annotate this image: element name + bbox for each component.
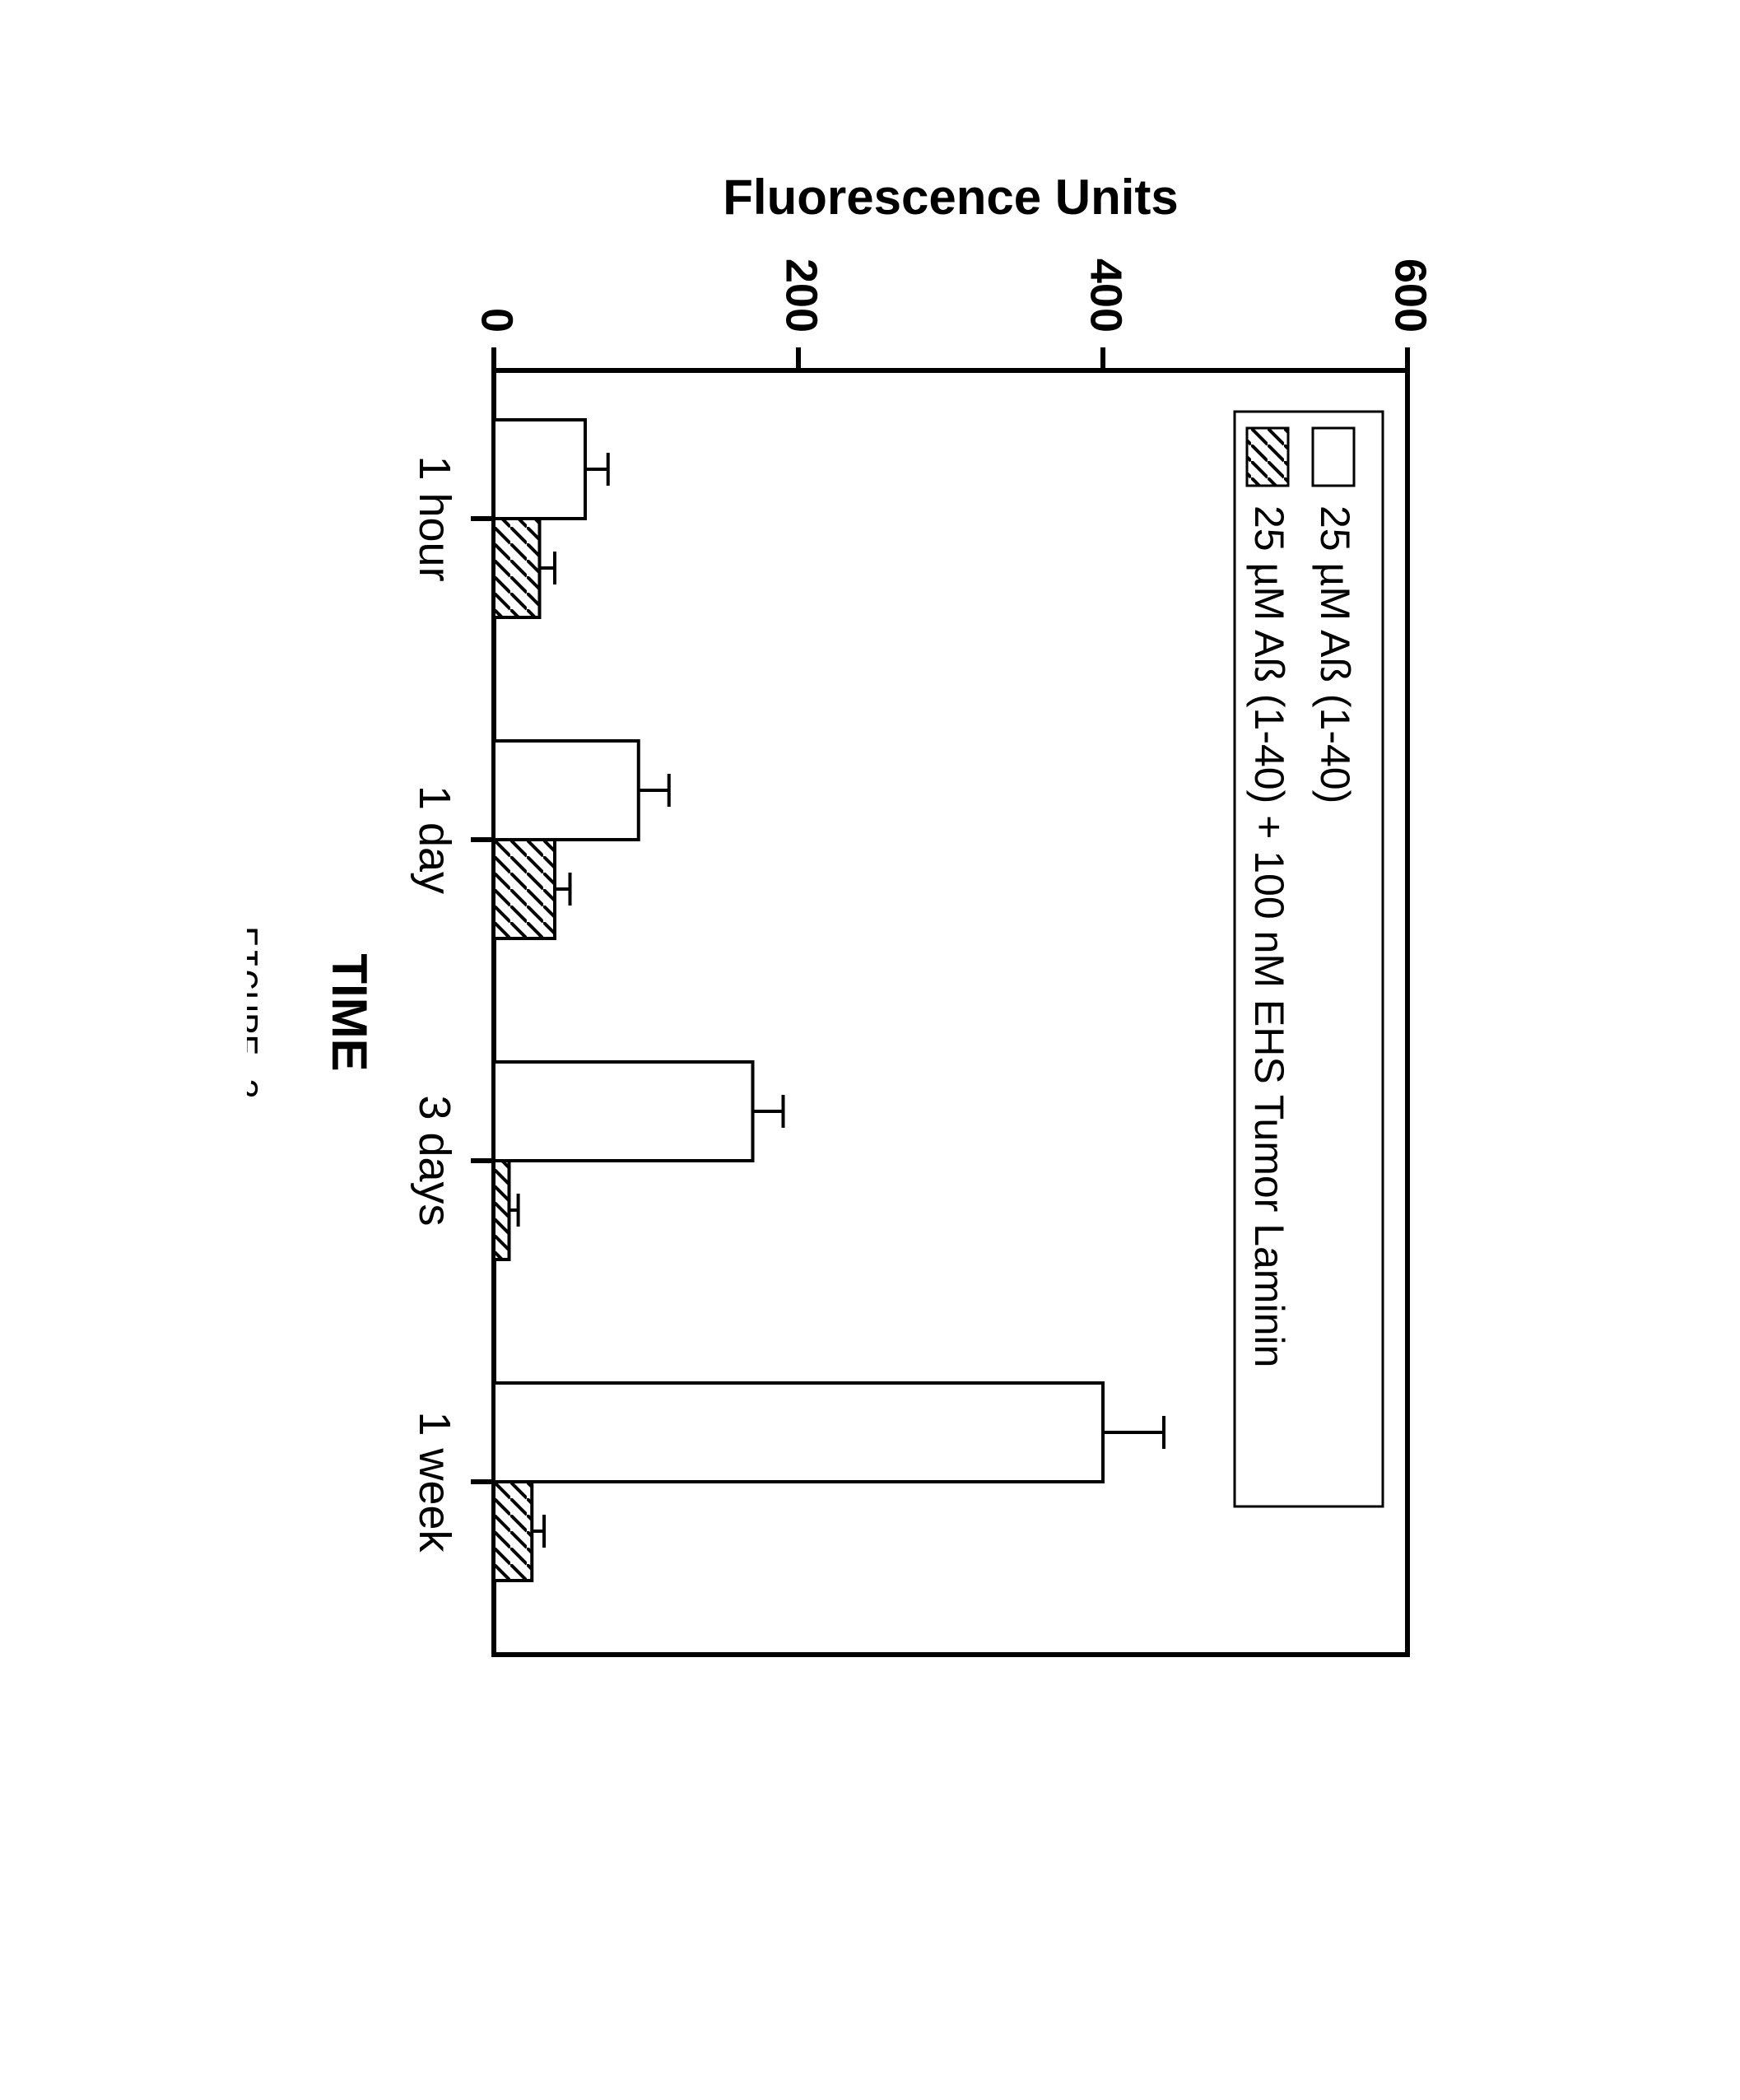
bar-hatched bbox=[494, 1161, 509, 1260]
bar-open bbox=[494, 1383, 1103, 1482]
bar-hatched bbox=[494, 1482, 532, 1581]
bar-hatched bbox=[494, 519, 540, 617]
y-tick-label: 400 bbox=[1082, 258, 1131, 333]
bar-open bbox=[494, 420, 585, 519]
x-tick-label: 3 days bbox=[410, 1095, 459, 1226]
y-tick-label: 200 bbox=[777, 258, 826, 333]
chart-container: 0 200 400 600 1 hour 1 day 3 days 1 week Fluores… bbox=[247, 132, 1482, 1696]
bar-open bbox=[494, 1062, 753, 1161]
bar-chart-svg: 0 200 400 600 1 hour 1 day 3 days 1 week Fluores… bbox=[247, 132, 1482, 1696]
legend-swatch bbox=[1313, 428, 1354, 486]
legend-label: 25 µM Aß (1-40) + 100 nM EHS Tumor Lamin… bbox=[1246, 505, 1292, 1367]
y-tick-label: 0 bbox=[472, 308, 522, 333]
legend-label: 25 µM Aß (1-40) bbox=[1312, 505, 1358, 803]
x-tick-label: 1 week bbox=[410, 1411, 459, 1553]
bar-open bbox=[494, 741, 639, 840]
bar-hatched bbox=[494, 840, 555, 938]
x-tick-label: 1 hour bbox=[410, 455, 459, 581]
x-axis-label: TIME bbox=[322, 953, 377, 1071]
x-tick-label: 1 day bbox=[410, 785, 459, 894]
y-axis-label: Fluorescence Units bbox=[723, 170, 1179, 225]
legend-swatch bbox=[1247, 428, 1288, 486]
y-tick-label: 600 bbox=[1386, 258, 1435, 333]
figure-caption: FIGURE 2 bbox=[247, 925, 263, 1099]
